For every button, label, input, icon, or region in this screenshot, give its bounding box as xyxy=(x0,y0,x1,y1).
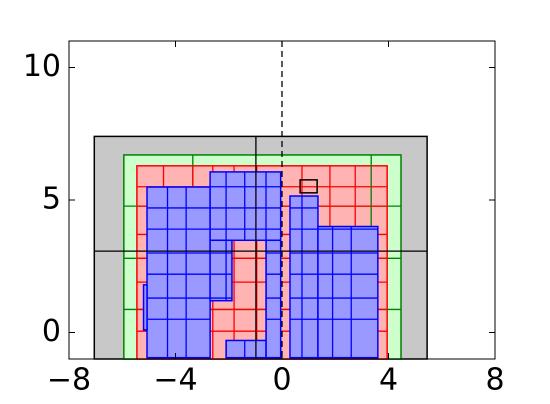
rect xyxy=(265,239,282,359)
rect xyxy=(209,239,233,302)
rect xyxy=(289,195,319,359)
rect xyxy=(142,284,148,331)
x-tick-label: 0 xyxy=(272,363,291,398)
rect xyxy=(317,225,379,359)
rect xyxy=(146,186,211,359)
x-tick-label: −8 xyxy=(47,363,91,398)
rect xyxy=(299,179,318,194)
grid-group xyxy=(94,136,428,359)
y-tick-label: 5 xyxy=(42,182,61,217)
x-tick-label: 4 xyxy=(379,363,398,398)
x-tick-label: −4 xyxy=(153,363,197,398)
y-tick-label: 0 xyxy=(42,314,61,349)
x-tick-label: 8 xyxy=(485,363,504,398)
grid-group xyxy=(147,171,378,358)
rect xyxy=(209,171,282,242)
y-tick-label: 10 xyxy=(23,49,61,84)
